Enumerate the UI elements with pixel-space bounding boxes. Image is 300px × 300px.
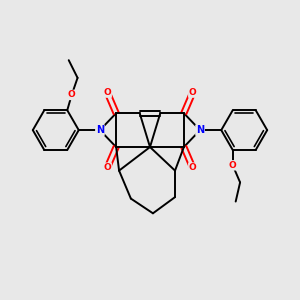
Text: O: O	[229, 161, 237, 170]
Text: N: N	[196, 125, 204, 135]
Text: O: O	[68, 90, 76, 99]
Text: N: N	[96, 125, 104, 135]
Text: O: O	[189, 88, 196, 97]
Text: O: O	[103, 163, 111, 172]
Text: O: O	[189, 163, 196, 172]
Text: O: O	[103, 88, 111, 97]
